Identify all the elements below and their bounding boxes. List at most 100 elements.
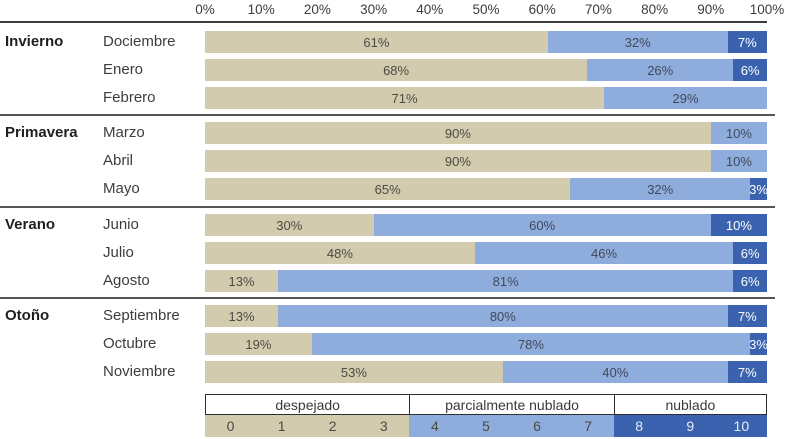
stacked-bar: 68% 26% 6% xyxy=(205,59,767,81)
bar-value-label: 7% xyxy=(737,308,757,324)
legend-section-label: despejado xyxy=(205,394,410,415)
bar-segment-despejado: 71% xyxy=(205,87,605,109)
bar-segment-nublado: 10% xyxy=(710,214,767,236)
bar-segment-parcialmente-nublado: 40% xyxy=(502,361,728,383)
month-label: Marzo xyxy=(103,124,145,141)
bar-segment-nublado: 3% xyxy=(749,333,768,355)
bar-segment-despejado: 90% xyxy=(205,150,711,172)
bar-segment-despejado: 53% xyxy=(205,361,503,383)
stacked-bar: 30% 60% 10% xyxy=(205,214,767,236)
month-label: Septiembre xyxy=(103,307,180,324)
bar-segment-parcialmente-nublado: 80% xyxy=(278,305,728,327)
stacked-bar: 53% 40% 7% xyxy=(205,361,767,383)
bar-segment-nublado: 3% xyxy=(749,178,768,200)
bar-segment-parcialmente-nublado: 26% xyxy=(587,59,734,81)
stacked-bar: 48% 46% 6% xyxy=(205,242,767,264)
legend-scale-value: 5 xyxy=(460,415,512,437)
season-label: Primavera xyxy=(5,124,78,141)
bar-value-label: 40% xyxy=(602,364,629,380)
legend-scale-row: 0 1 2 3 4 5 6 7 8 9 10 xyxy=(205,415,767,437)
bar-value-label: 13% xyxy=(228,273,255,289)
bar-segment-despejado: 65% xyxy=(205,178,571,200)
bar-value-label: 29% xyxy=(672,90,699,106)
month-label: Abril xyxy=(103,152,134,169)
bar-segment-despejado: 90% xyxy=(205,122,711,144)
bar-segment-nublado: 6% xyxy=(733,242,767,264)
legend-scale-value: 9 xyxy=(664,415,716,437)
month-label: Noviembre xyxy=(103,363,176,380)
x-axis-tick-label: 40% xyxy=(416,2,444,17)
bar-value-label: 68% xyxy=(383,62,410,78)
bar-value-label: 3% xyxy=(749,181,768,197)
bar-value-label: 90% xyxy=(444,125,471,141)
bar-segment-parcialmente-nublado: 46% xyxy=(474,242,734,264)
x-axis-tick-label: 80% xyxy=(641,2,669,17)
bar-value-label: 19% xyxy=(245,336,272,352)
stacked-bar: 90% 10% xyxy=(205,122,767,144)
legend-scale-value: 0 xyxy=(205,415,257,437)
legend-scale-value: 3 xyxy=(358,415,410,437)
x-axis-tick-label: 30% xyxy=(360,2,388,17)
legend-scale-value: 7 xyxy=(562,415,614,437)
bar-value-label: 60% xyxy=(529,217,556,233)
bar-value-label: 32% xyxy=(624,34,651,50)
bar-value-label: 65% xyxy=(374,181,401,197)
bar-segment-despejado: 19% xyxy=(205,333,312,355)
bar-value-label: 26% xyxy=(647,62,674,78)
bar-segment-despejado: 68% xyxy=(205,59,588,81)
bar-segment-parcialmente-nublado: 29% xyxy=(604,87,767,109)
group-separator xyxy=(0,297,775,299)
bar-value-label: 7% xyxy=(737,34,757,50)
bar-segment-despejado: 61% xyxy=(205,31,548,53)
bar-value-label: 10% xyxy=(725,217,752,233)
x-axis-tick-label: 60% xyxy=(528,2,556,17)
legend-scale-value: 4 xyxy=(409,415,461,437)
bar-value-label: 6% xyxy=(740,273,760,289)
bar-value-label: 7% xyxy=(737,364,757,380)
bar-segment-parcialmente-nublado: 81% xyxy=(278,270,734,292)
bar-value-label: 6% xyxy=(740,62,760,78)
season-label: Invierno xyxy=(5,33,64,50)
bar-segment-parcialmente-nublado: 10% xyxy=(710,150,767,172)
stacked-bar: 71% 29% xyxy=(205,87,767,109)
bar-segment-parcialmente-nublado: 78% xyxy=(311,333,751,355)
x-axis-tick-label: 90% xyxy=(697,2,725,17)
month-label: Junio xyxy=(103,216,139,233)
bar-segment-nublado: 7% xyxy=(727,31,767,53)
month-label: Dociembre xyxy=(103,33,176,50)
legend-section-label: parcialmente nublado xyxy=(409,394,614,415)
bar-segment-nublado: 7% xyxy=(727,361,767,383)
bar-segment-parcialmente-nublado: 10% xyxy=(710,122,767,144)
bar-value-label: 13% xyxy=(228,308,255,324)
stacked-bar: 13% 81% 6% xyxy=(205,270,767,292)
bar-value-label: 90% xyxy=(444,153,471,169)
bar-value-label: 3% xyxy=(749,336,768,352)
month-label: Mayo xyxy=(103,180,140,197)
stacked-bar: 61% 32% 7% xyxy=(205,31,767,53)
season-label: Verano xyxy=(5,216,56,233)
bar-value-label: 32% xyxy=(647,181,674,197)
legend-scale-value: 6 xyxy=(511,415,563,437)
month-label: Agosto xyxy=(103,272,150,289)
stacked-bar: 90% 10% xyxy=(205,150,767,172)
legend-scale-value: 2 xyxy=(307,415,359,437)
month-label: Julio xyxy=(103,244,134,261)
bar-value-label: 71% xyxy=(391,90,418,106)
x-axis-tick-label: 20% xyxy=(303,2,331,17)
bar-value-label: 53% xyxy=(340,364,367,380)
month-label: Octubre xyxy=(103,335,157,352)
bar-segment-despejado: 48% xyxy=(205,242,475,264)
bar-segment-nublado: 7% xyxy=(727,305,767,327)
bar-value-label: 78% xyxy=(517,336,544,352)
bar-value-label: 30% xyxy=(276,217,303,233)
bar-value-label: 81% xyxy=(492,273,519,289)
bar-value-label: 46% xyxy=(590,245,618,261)
bar-value-label: 10% xyxy=(725,125,752,141)
legend-scale-value: 1 xyxy=(256,415,308,437)
axis-baseline xyxy=(0,21,767,23)
season-label: Otoño xyxy=(5,307,50,324)
group-separator xyxy=(0,114,775,116)
x-axis-tick-label: 70% xyxy=(584,2,612,17)
bar-segment-despejado: 13% xyxy=(205,305,279,327)
